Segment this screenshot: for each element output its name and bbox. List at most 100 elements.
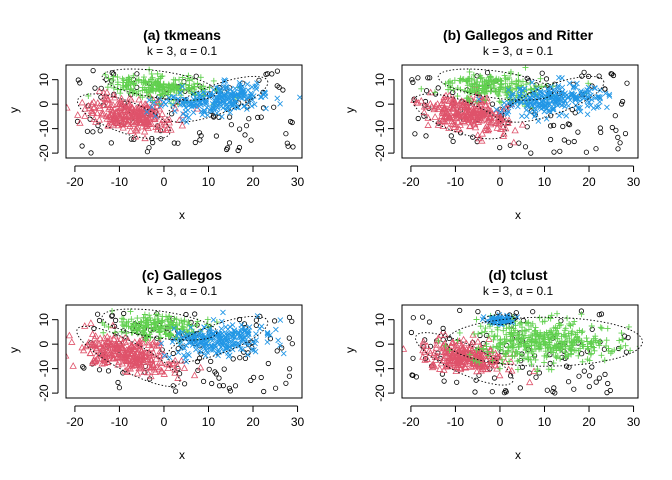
cluster-point — [578, 337, 585, 344]
cluster-point — [155, 364, 163, 372]
noise-point — [251, 374, 257, 380]
cluster-point — [489, 349, 496, 356]
cluster-point — [124, 120, 132, 127]
cluster-point — [121, 333, 129, 341]
cluster-point — [519, 113, 525, 119]
noise-point — [242, 132, 248, 138]
cluster-point — [221, 77, 228, 83]
cluster-point — [121, 352, 130, 360]
cluster-point — [496, 312, 503, 318]
cluster-point — [66, 352, 70, 359]
y-tick-label: -20 — [37, 384, 51, 402]
cluster-point — [588, 322, 595, 329]
noise-point — [195, 367, 201, 373]
cluster-point — [78, 98, 86, 106]
cluster-point — [161, 85, 168, 92]
noise-point — [173, 388, 179, 394]
cluster-point — [543, 101, 550, 107]
noise-point — [532, 353, 538, 359]
cluster-point — [171, 87, 178, 94]
cluster-point — [210, 77, 217, 84]
cluster-point — [144, 124, 152, 132]
cluster-point — [137, 364, 145, 372]
noise-point — [530, 309, 536, 315]
cluster-point — [516, 86, 523, 93]
cluster-point — [134, 345, 143, 353]
cluster-point — [161, 352, 168, 359]
x-tick-label: -20 — [402, 415, 420, 429]
cluster-point — [588, 92, 594, 99]
cluster-point — [522, 65, 529, 71]
noise-point — [422, 102, 428, 108]
cluster-point — [474, 337, 482, 345]
cluster-point — [138, 322, 145, 329]
cluster-point — [501, 110, 508, 117]
noise-point — [121, 310, 127, 317]
cluster-point — [171, 93, 177, 100]
cluster-point — [231, 328, 237, 334]
noise-point — [232, 383, 239, 389]
plot-frame — [65, 304, 303, 399]
cluster-point — [185, 85, 192, 92]
cluster-point — [145, 84, 152, 91]
noise-point — [289, 318, 295, 324]
cluster-point — [482, 100, 490, 108]
noise-point — [609, 124, 615, 131]
cluster-point — [238, 322, 245, 328]
cluster-point — [151, 99, 157, 106]
cluster-point — [87, 319, 95, 326]
cluster-point — [494, 78, 501, 85]
cluster-point — [123, 330, 130, 337]
cluster-point — [525, 356, 532, 363]
cluster-point — [119, 315, 126, 322]
cluster-point — [127, 308, 134, 315]
noise-point — [144, 149, 150, 155]
cluster-point — [454, 118, 462, 126]
cluster-point — [535, 95, 542, 102]
cluster-point — [575, 336, 582, 343]
cluster-point — [208, 105, 214, 112]
cluster-point — [510, 325, 517, 332]
noise-point — [170, 350, 176, 357]
noise-point — [409, 77, 415, 83]
cluster-point — [144, 109, 150, 115]
panel-b: (b) Gallegos and Ritter k = 3, α = 0.1 x… — [343, 27, 641, 222]
cluster-point — [204, 321, 211, 328]
noise-point — [75, 77, 81, 83]
cluster-point — [616, 337, 623, 344]
cluster-point — [492, 88, 499, 95]
y-tick-label: 10 — [373, 313, 387, 327]
cluster-point — [503, 325, 510, 332]
cluster-point — [595, 103, 602, 110]
cluster-point — [549, 331, 556, 338]
cluster-point — [488, 328, 495, 335]
cluster-point — [119, 118, 127, 126]
cluster-point — [423, 355, 431, 362]
cluster-point — [414, 98, 422, 106]
cluster-point — [570, 84, 577, 91]
x-tick-label: 0 — [161, 175, 168, 189]
noise-point — [412, 131, 418, 137]
cluster-point — [485, 77, 492, 84]
cluster-point — [532, 327, 539, 334]
noise-point — [602, 371, 608, 377]
cluster-point — [467, 363, 476, 370]
cluster-point — [204, 349, 211, 355]
cluster-point — [439, 122, 447, 129]
cluster-point — [475, 106, 484, 114]
cluster-point — [554, 102, 561, 109]
cluster-point — [69, 362, 77, 369]
cluster-point — [181, 352, 187, 359]
cluster-point — [91, 332, 100, 339]
cluster-point — [490, 336, 497, 343]
noise-point — [409, 372, 415, 378]
y-axis-label: y — [343, 347, 357, 353]
cluster-point — [498, 99, 505, 106]
cluster-point — [532, 346, 539, 353]
cluster-point — [546, 341, 553, 348]
cluster-point — [117, 335, 125, 342]
y-axis-label: y — [7, 347, 21, 353]
noise-point — [560, 123, 566, 130]
noise-point — [415, 115, 421, 122]
cluster-point — [480, 345, 487, 352]
